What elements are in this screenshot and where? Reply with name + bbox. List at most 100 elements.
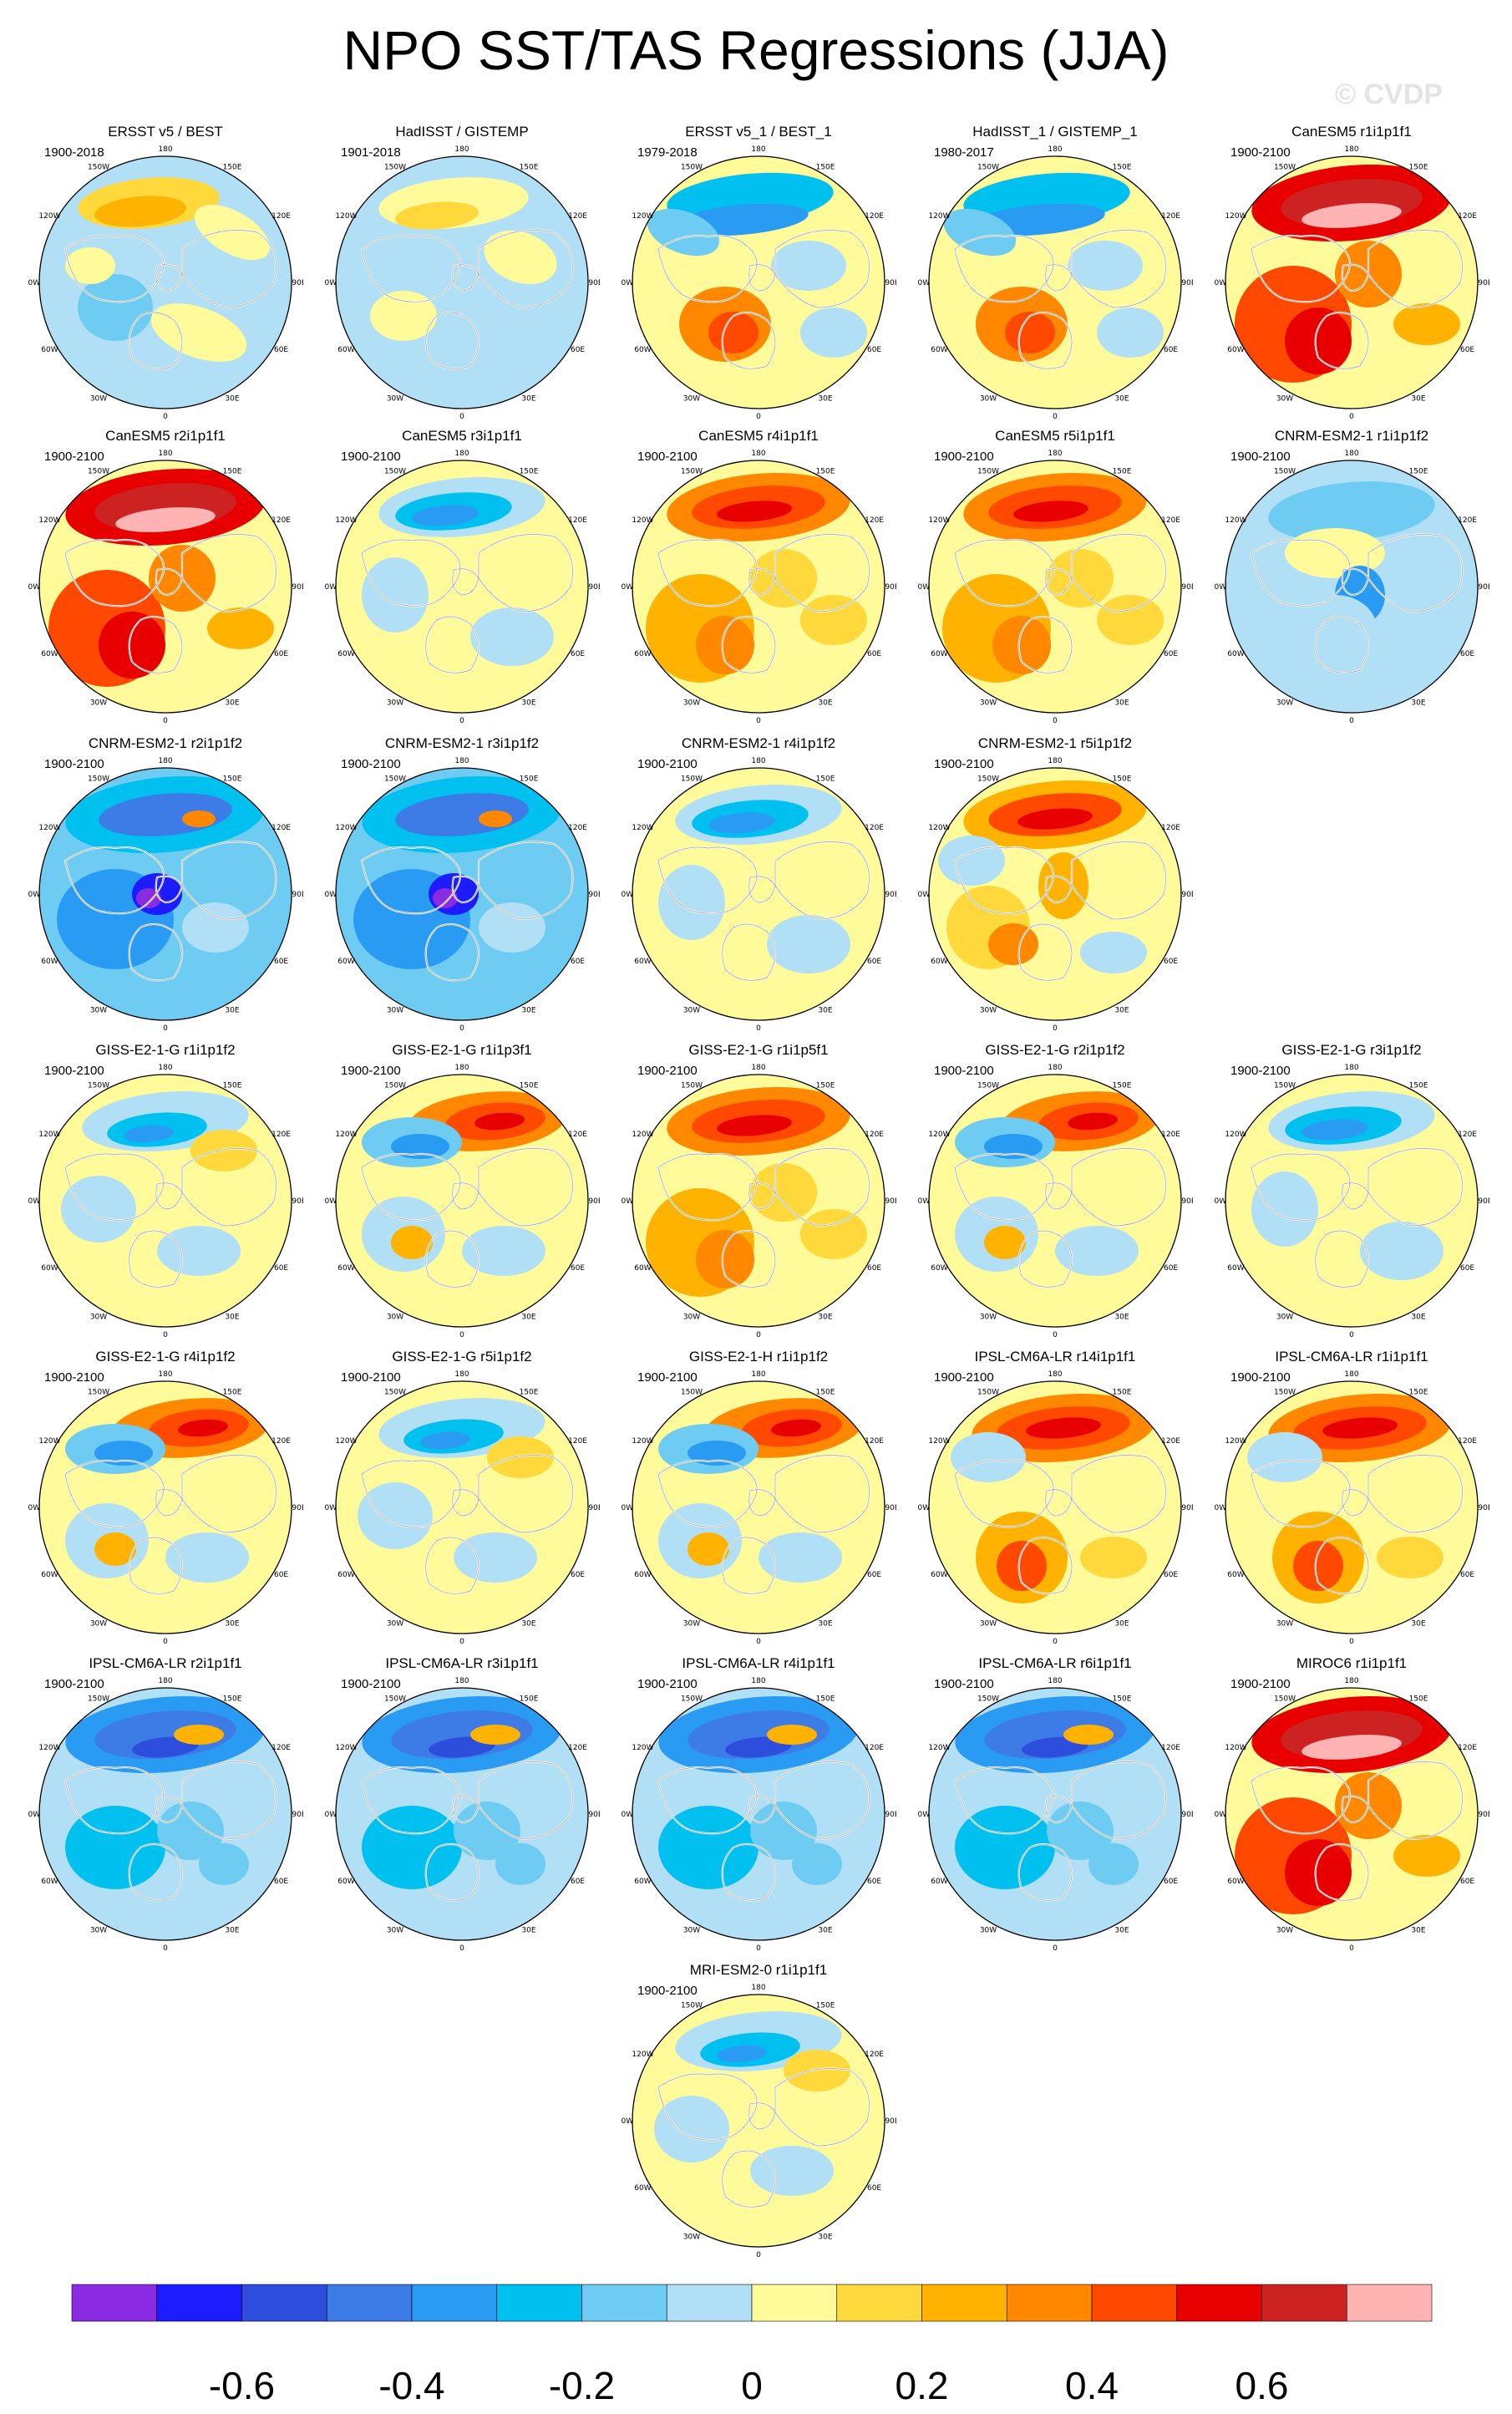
anomaly-contour <box>800 307 867 358</box>
panel-title: GISS-E2-1-G r1i1p1f2 <box>95 1042 236 1058</box>
longitude-label: 90E <box>1181 1504 1193 1512</box>
polar-map: 180 150E 120E 90E 60E 30E 0 30W 60W 90W 120W 150W <box>917 1370 1193 1646</box>
coastline-edge <box>748 1796 776 1823</box>
longitude-label: 90E <box>1181 1197 1193 1206</box>
anomaly-contour <box>1017 808 1093 830</box>
longitude-label: 30W <box>980 395 997 404</box>
longitude-label: 150E <box>816 467 835 475</box>
coastline-edge <box>748 568 776 596</box>
longitude-label: 30E <box>818 1927 832 1935</box>
longitude-label: 150W <box>384 1081 406 1090</box>
coastline-edge <box>657 846 758 914</box>
map-boundary <box>928 767 1182 1021</box>
longitude-label: 180 <box>751 757 765 765</box>
longitude-label: 0 <box>163 717 168 725</box>
watermark: © CVDP <box>1335 79 1443 110</box>
coastline-edge <box>129 312 183 369</box>
colorbar-swatch <box>751 2284 838 2322</box>
panel-years: 1900-2100 <box>637 1370 698 1385</box>
coastline-edge <box>774 841 870 920</box>
longitude-label: 180 <box>158 757 172 765</box>
longitude-label: 60E <box>1460 346 1474 354</box>
longitude-label: 180 <box>1048 145 1062 154</box>
longitude-label: 150E <box>520 1388 539 1396</box>
longitude-label: 60E <box>571 958 585 966</box>
longitude-label: 180 <box>751 450 765 458</box>
anomaly-contour <box>1055 1226 1139 1276</box>
longitude-label: 30W <box>980 1620 997 1629</box>
longitude-label: 120W <box>1225 516 1246 525</box>
anomaly-contour <box>696 1230 754 1288</box>
longitude-label: 30E <box>1411 699 1425 708</box>
longitude-label: 0 <box>459 1944 464 1953</box>
longitude-label: 120W <box>632 824 653 832</box>
colorbar-tick-label: -0.6 <box>208 2364 276 2407</box>
colorbar-swatch <box>666 2284 753 2322</box>
map-panel: 180 150E 120E 90E 60E 30E 0 30W 60W 90W 120W 150W MI… <box>1214 1655 1489 1964</box>
longitude-label: 180 <box>454 1370 469 1379</box>
longitude-label: 60W <box>931 346 947 354</box>
longitude-label: 150W <box>1274 1695 1296 1703</box>
longitude-label: 90E <box>588 1504 600 1512</box>
longitude-label: 120W <box>632 1437 653 1446</box>
longitude-label: 90E <box>588 891 600 899</box>
map-boundary <box>335 460 589 714</box>
longitude-label: 150W <box>1274 1388 1296 1396</box>
longitude-label: 120E <box>865 1437 884 1446</box>
longitude-label: 90E <box>885 1504 896 1512</box>
longitude-label: 0 <box>1053 1638 1058 1646</box>
longitude-label: 30E <box>521 699 535 708</box>
coastline-edge <box>129 923 183 981</box>
anomaly-contour <box>771 1419 821 1437</box>
longitude-label: 60E <box>867 958 881 966</box>
coastline-edge <box>361 1460 461 1527</box>
anomaly-contour <box>1393 303 1460 345</box>
longitude-label: 150E <box>1113 163 1132 171</box>
panel-title: CanESM5 r5i1p1f1 <box>995 428 1115 444</box>
longitude-label: 150E <box>520 1081 539 1090</box>
colorbar-tick-label: -0.2 <box>548 2364 616 2407</box>
map-panel: 180 150E 120E 90E 60E 30E 0 30W 60W 90W 120W 150W GI… <box>324 1349 600 1658</box>
longitude-label: 90E <box>588 279 600 287</box>
longitude-label: 120E <box>271 516 291 525</box>
map-panel: 180 150E 120E 90E 60E 30E 0 30W 60W 90W 120W 150W GI… <box>28 1349 303 1658</box>
panel-years: 1900-2100 <box>341 757 401 771</box>
longitude-label: 0 <box>756 413 761 421</box>
colorbar-tick-label: 0.6 <box>1235 2364 1289 2407</box>
colorbar-swatch <box>1006 2284 1093 2322</box>
longitude-label: 120W <box>632 516 653 525</box>
longitude-label: 180 <box>454 145 469 154</box>
colorbar-swatch <box>1176 2284 1262 2322</box>
longitude-label: 150E <box>1409 1695 1428 1703</box>
anomaly-contour <box>984 1710 1126 1759</box>
anomaly-contour <box>61 1176 136 1243</box>
colorbar-swatch <box>581 2284 667 2322</box>
coastline-edge <box>657 2073 758 2141</box>
longitude-label: 90E <box>292 583 303 592</box>
coastline-edge <box>1018 312 1073 369</box>
map-boundary <box>335 1687 589 1941</box>
longitude-label: 60E <box>571 1571 585 1579</box>
colorbar-swatch <box>241 2284 327 2322</box>
longitude-label: 60E <box>1164 958 1178 966</box>
longitude-label: 120E <box>271 1744 291 1752</box>
longitude-label: 60E <box>867 1571 881 1579</box>
longitude-label: 30E <box>818 699 832 708</box>
anomaly-contour <box>391 1710 533 1759</box>
map-boundary <box>632 1687 885 1941</box>
longitude-label: 150W <box>977 1081 999 1090</box>
longitude-label: 120E <box>865 1131 884 1139</box>
panel-title: CanESM5 r3i1p1f1 <box>402 428 522 444</box>
anomaly-contour <box>984 1134 1043 1159</box>
map-boundary <box>1225 460 1479 714</box>
longitude-label: 30E <box>225 395 239 404</box>
anomaly-contour <box>420 1431 470 1450</box>
longitude-label: 150W <box>1274 1081 1296 1090</box>
anomaly-contour <box>1322 1417 1398 1439</box>
coastline-edge <box>425 1843 479 1901</box>
longitude-label: 90W <box>1214 1811 1226 1819</box>
longitude-label: 30W <box>387 395 403 404</box>
longitude-label: 90E <box>292 279 303 287</box>
longitude-label: 150E <box>816 2001 835 2010</box>
longitude-label: 120W <box>38 1437 60 1446</box>
